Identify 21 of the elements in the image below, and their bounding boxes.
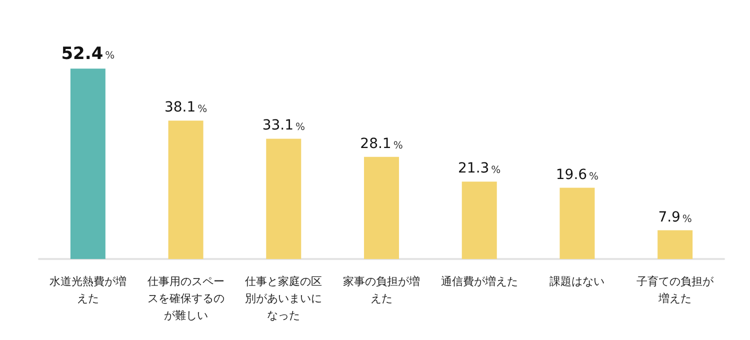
bar xyxy=(658,230,693,259)
data-label: 33.1% xyxy=(262,118,305,134)
data-label: 38.1% xyxy=(164,100,208,116)
data-label: 19.6% xyxy=(556,166,599,183)
x-tick-label: 子育ての負担が増えた xyxy=(636,275,715,305)
x-tick-label: 仕事用のスペースを確保するのが難しい xyxy=(147,275,224,322)
data-label: 52.4% xyxy=(61,44,115,64)
x-tick-label: 課題はない xyxy=(550,275,605,288)
bar xyxy=(462,182,497,259)
bar xyxy=(266,138,302,259)
data-label: 7.9% xyxy=(658,209,692,226)
x-tick-label: 水道光熱費が増えた xyxy=(49,275,126,305)
bar xyxy=(70,68,106,259)
x-tick-label: 家事の負担が増えた xyxy=(343,275,420,305)
bar xyxy=(168,120,204,259)
x-tick-label: 仕事と家庭の区別があいまいになった xyxy=(245,275,322,322)
bar xyxy=(560,188,595,259)
data-label: 28.1% xyxy=(360,136,403,152)
bar xyxy=(364,156,399,259)
x-tick-label: 通信費が増えた xyxy=(440,275,518,288)
data-label: 21.3% xyxy=(458,160,501,177)
